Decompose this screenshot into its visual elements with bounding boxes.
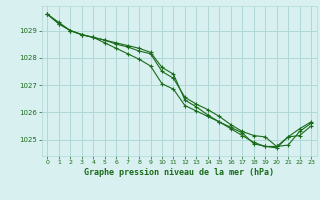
X-axis label: Graphe pression niveau de la mer (hPa): Graphe pression niveau de la mer (hPa) [84,168,274,177]
